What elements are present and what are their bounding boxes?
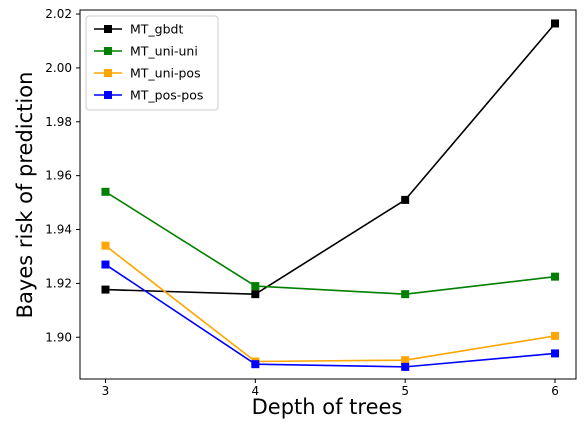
legend: MT_gbdt MT_uni-uni MT_uni-pos MT_pos-pos <box>85 15 219 111</box>
series-mt-pos-pos <box>101 260 560 371</box>
y-axis-title: Bayes risk of prediction <box>13 72 37 319</box>
legend-box <box>85 15 219 111</box>
data-point-mt-gbdt <box>551 19 560 28</box>
y-tick-label: 1.90 <box>45 330 72 344</box>
series-line-mt-uni-pos <box>104 245 556 363</box>
x-tick-label: 3 <box>102 384 110 398</box>
data-point-mt-uni-pos <box>101 241 110 250</box>
series-layer <box>101 19 560 371</box>
data-point-mt-gbdt <box>101 285 110 294</box>
data-point-mt-pos-pos <box>551 349 560 358</box>
data-point-mt-gbdt <box>251 290 260 299</box>
legend-swatch-marker-mt-uni-uni <box>104 47 112 55</box>
legend-swatch-marker-mt-pos-pos <box>104 91 112 99</box>
series-line-mt-uni-uni <box>105 191 556 295</box>
data-point-mt-uni-uni <box>101 187 110 196</box>
data-point-mt-uni-uni <box>551 272 560 281</box>
legend-label-mt-gbdt: MT_gbdt <box>130 22 183 37</box>
series-line-mt-gbdt <box>105 22 556 295</box>
y-tick-label: 1.96 <box>45 169 72 183</box>
x-tick-label: 6 <box>551 384 559 398</box>
legend-label-mt-pos-pos: MT_pos-pos <box>130 88 203 103</box>
series-line-mt-pos-pos <box>105 263 556 368</box>
series-mt-uni-uni <box>101 187 560 299</box>
series-mt-gbdt <box>101 19 560 299</box>
data-point-mt-uni-pos <box>401 356 410 365</box>
plot-frame <box>79 9 577 380</box>
y-tick-label: 2.02 <box>45 7 72 21</box>
legend-swatch-marker-mt-uni-pos <box>104 69 112 77</box>
x-tick-label: 5 <box>401 384 409 398</box>
data-point-mt-pos-pos <box>401 362 410 371</box>
y-tick-label: 1.94 <box>45 223 72 237</box>
legend-label-mt-uni-pos: MT_uni-pos <box>130 66 201 81</box>
x-tick-label: 4 <box>252 384 260 398</box>
data-point-mt-uni-pos <box>551 331 560 340</box>
y-tick-label: 1.98 <box>45 115 72 129</box>
data-point-mt-uni-uni <box>251 282 260 291</box>
legend-swatch-marker-mt-gbdt <box>104 25 112 33</box>
y-tick-label: 1.92 <box>45 276 72 290</box>
y-tick-label: 2.00 <box>45 61 72 75</box>
data-point-mt-gbdt <box>401 195 410 204</box>
x-axis-ticks: 3 4 5 6 <box>102 379 559 398</box>
x-axis-title: Depth of trees <box>252 395 403 419</box>
data-point-mt-pos-pos <box>251 360 260 369</box>
y-axis-ticks: 1.90 1.92 1.94 1.96 1.98 2.00 2.02 <box>45 7 80 344</box>
data-point-mt-uni-uni <box>401 290 410 299</box>
legend-label-mt-uni-uni: MT_uni-uni <box>130 44 198 59</box>
data-point-mt-pos-pos <box>101 260 110 269</box>
